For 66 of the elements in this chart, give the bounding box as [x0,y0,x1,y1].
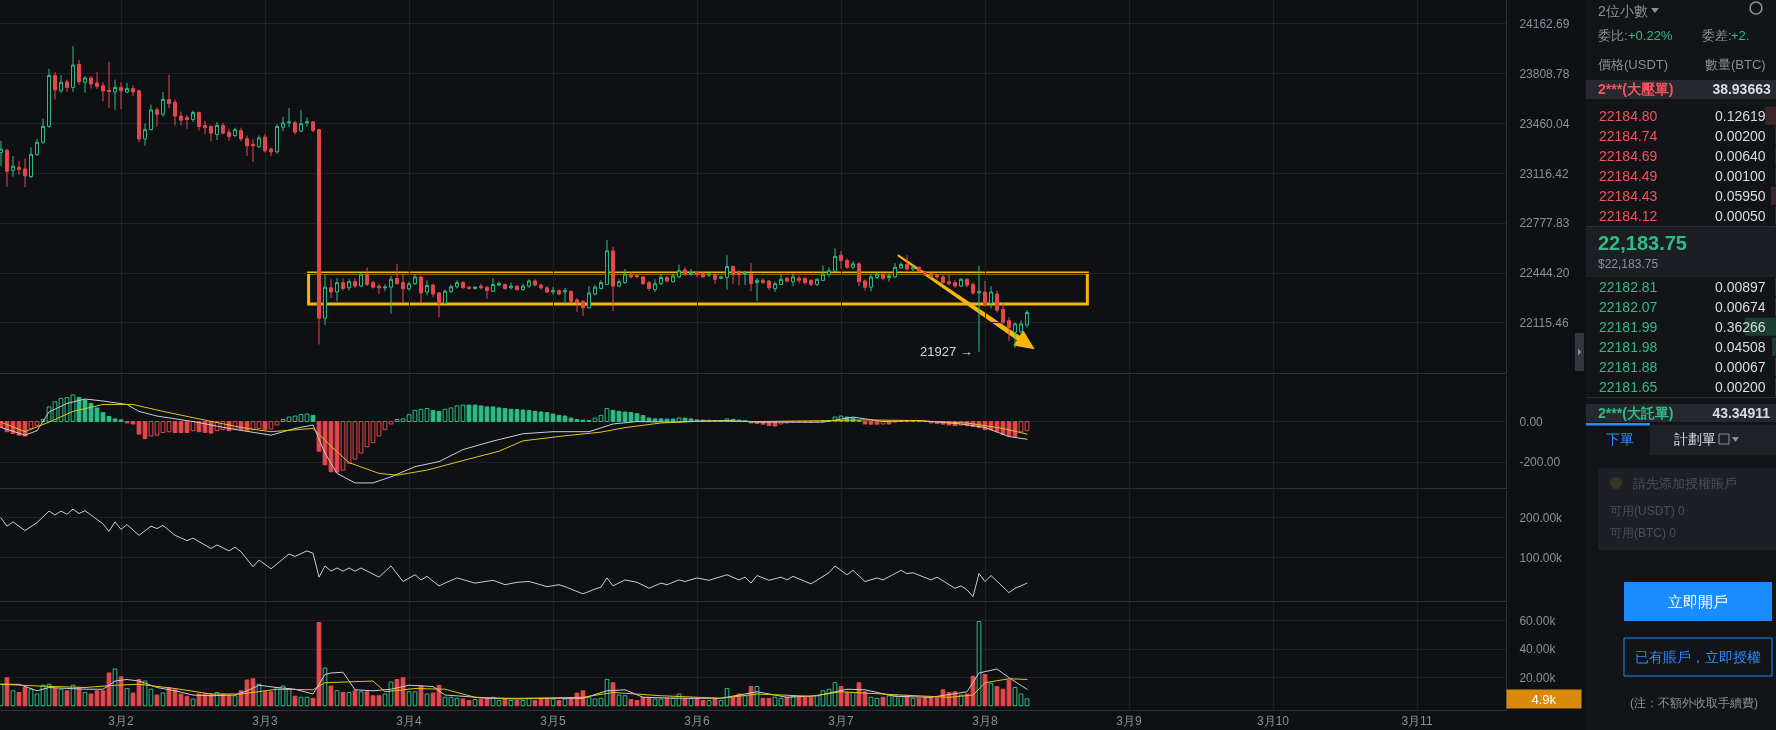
x-tick-label: 3月7 [828,714,854,729]
x-tick-label: 3月4 [396,714,422,729]
y-tick-label: 0.00 [1519,414,1544,429]
text: (注：不額外收取手續費) [1630,696,1758,710]
data-label: 0.36266 [1715,319,1766,335]
y-tick-label: 20.00k [1519,670,1557,685]
y-tick-label: 22182.81 [1599,278,1658,295]
y-tick-label: 22184.80 [1599,107,1658,124]
y-tick-label: 60.00k [1519,614,1557,629]
y-tick-label: -200.00 [1519,455,1561,470]
text: 數量(BTC) [1705,57,1766,72]
text: 2***(大託單) 43.34911 [1598,405,1770,421]
y-tick-label: 22184.74 [1599,127,1658,144]
x-tick-label: 3月6 [684,714,710,729]
x-tick-label: 3月5 [540,714,566,729]
y-tick-label: 22181.99 [1599,318,1658,335]
data-label: 0.00200 [1715,379,1766,395]
y-tick-label: 40.00k [1519,642,1557,657]
text: 4.9k [1531,691,1557,707]
data-label: 0.00100 [1715,168,1766,184]
annotation: 21927 → [920,344,973,359]
y-tick-label: 23116.42 [1519,166,1569,181]
text: 價格(USDT) [1598,57,1669,72]
y-tick-label: 22444.20 [1519,266,1570,281]
y-tick-label: 22181.98 [1599,338,1658,355]
y-tick-label: 22182.07 [1599,298,1658,315]
y-tick-label: 22115.46 [1519,316,1569,331]
data-label: 0.04508 [1715,339,1766,355]
data-label: 0.00897 [1715,279,1766,295]
text: +0.22% [1628,28,1673,43]
y-tick-label: 22184.49 [1599,167,1658,184]
x-tick-label: 3月8 [972,714,998,729]
data-label: 0.00050 [1715,208,1766,224]
x-tick-label: 3月3 [252,714,278,729]
y-tick-label: 23808.78 [1519,67,1570,82]
text: 立即開戶 [1668,593,1728,610]
y-tick-label: 200.00k [1519,511,1564,526]
y-tick-label: 100.00k [1519,550,1564,565]
y-tick-label: 22184.69 [1599,147,1658,164]
text: 委差: [1702,28,1732,43]
text: 22,183.75 [1598,232,1687,254]
y-tick-label: 23460.04 [1519,116,1570,131]
text: 計劃單 [1674,431,1716,447]
y-tick-label: 22181.88 [1599,358,1658,375]
x-tick-label: 3月11 [1401,714,1433,729]
data-label: 0.00200 [1715,128,1766,144]
data-label: 0.00674 [1715,299,1766,315]
data-label: 0.05950 [1715,188,1766,204]
x-tick-label: 3月10 [1256,714,1290,729]
y-tick-label: 22181.65 [1599,378,1658,395]
text: +2. [1731,28,1750,43]
text: 下單 [1606,431,1634,447]
y-tick-label: 22184.43 [1599,187,1658,204]
x-tick-label: 3月2 [108,714,134,729]
y-tick-label: 24162.69 [1519,17,1570,32]
text: 委比: [1598,28,1628,43]
y-tick-label: 22184.12 [1599,207,1658,224]
data-label: 0.00640 [1715,148,1766,164]
text: $22,183.75 [1598,257,1659,271]
text: 已有賬戶，立即授權 [1635,649,1761,665]
text: 2位小數 [1598,3,1648,19]
data-label: 0.12619 [1715,108,1766,124]
x-tick-label: 3月9 [1116,714,1142,729]
text: 2***(大壓單) 38.93663 [1598,81,1771,97]
y-tick-label: 22777.83 [1519,216,1570,231]
data-label: 0.00067 [1715,359,1766,375]
